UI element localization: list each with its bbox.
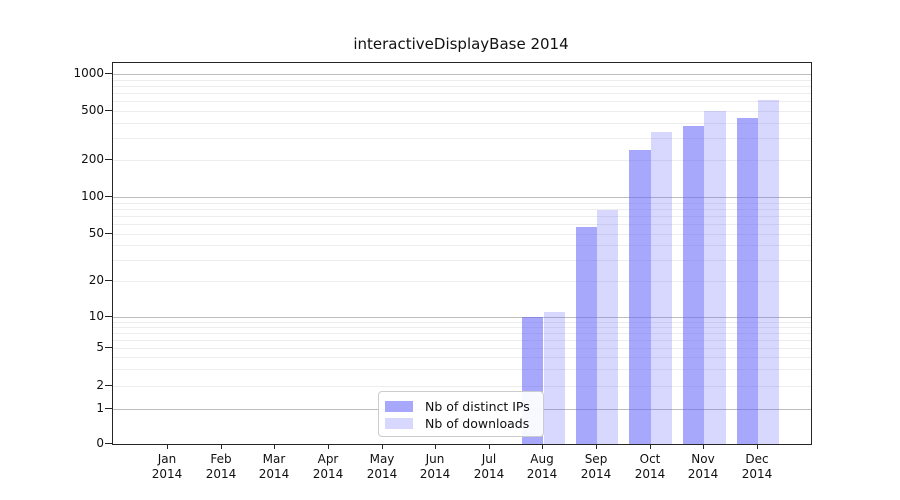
- x-tick-sep-2014: [596, 444, 597, 449]
- x-tick-may-2014: [382, 444, 383, 449]
- gridline-minor-7: [113, 333, 811, 334]
- y-tick-10: [105, 316, 112, 317]
- x-tick-label-jul-2014: Jul 2014: [473, 452, 505, 481]
- x-tick-label-feb-2014: Feb 2014: [205, 452, 237, 481]
- gridline-minor-30: [113, 260, 811, 261]
- bar-distinct-ips-nov-2014: [683, 125, 705, 444]
- y-tick-label-1000: 1000: [73, 66, 104, 80]
- bar-downloads-nov-2014: [704, 111, 726, 444]
- gridline-minor-60: [113, 224, 811, 225]
- x-tick-dec-2014: [757, 444, 758, 449]
- gridline-minor-300: [113, 138, 811, 139]
- y-tick-50: [105, 233, 112, 234]
- y-tick-100: [105, 196, 112, 197]
- bar-downloads-sep-2014: [597, 210, 619, 444]
- x-tick-feb-2014: [221, 444, 222, 449]
- bar-distinct-ips-dec-2014: [736, 117, 758, 444]
- bar-downloads-dec-2014: [758, 99, 780, 444]
- y-tick-label-20: 20: [88, 273, 104, 287]
- x-tick-label-oct-2014: Oct 2014: [634, 452, 666, 481]
- x-tick-label-mar-2014: Mar 2014: [258, 452, 290, 481]
- y-tick-2: [105, 385, 112, 386]
- gridline-minor-900: [113, 80, 811, 81]
- gridline-minor-70: [113, 216, 811, 217]
- gridline-minor-500: [113, 111, 811, 112]
- y-tick-label-5: 5: [96, 340, 104, 354]
- gridline-major-100: [113, 197, 811, 198]
- y-tick-label-2: 2: [96, 378, 104, 392]
- gridline-minor-700: [113, 93, 811, 94]
- y-tick-label-200: 200: [81, 152, 104, 166]
- y-tick-label-10: 10: [88, 309, 104, 323]
- x-tick-jul-2014: [489, 444, 490, 449]
- bar-downloads-aug-2014: [543, 312, 565, 444]
- x-tick-oct-2014: [650, 444, 651, 449]
- gridline-minor-90: [113, 203, 811, 204]
- x-tick-label-jan-2014: Jan 2014: [151, 452, 183, 481]
- y-tick-500: [105, 110, 112, 111]
- y-tick-5: [105, 347, 112, 348]
- x-tick-label-dec-2014: Dec 2014: [741, 452, 773, 481]
- legend-swatch-distinct-ips: [385, 401, 413, 412]
- x-tick-nov-2014: [703, 444, 704, 449]
- x-tick-apr-2014: [328, 444, 329, 449]
- bar-distinct-ips-oct-2014: [629, 150, 651, 444]
- x-tick-jun-2014: [435, 444, 436, 449]
- gridline-minor-3: [113, 369, 811, 370]
- y-tick-label-50: 50: [88, 226, 104, 240]
- gridline-minor-40: [113, 245, 811, 246]
- gridline-minor-8: [113, 327, 811, 328]
- gridline-minor-2: [113, 386, 811, 387]
- x-tick-label-may-2014: May 2014: [366, 452, 398, 481]
- x-tick-jan-2014: [167, 444, 168, 449]
- gridline-minor-4: [113, 357, 811, 358]
- gridline-minor-600: [113, 101, 811, 102]
- x-tick-label-sep-2014: Sep 2014: [580, 452, 612, 481]
- gridline-minor-9: [113, 322, 811, 323]
- x-tick-mar-2014: [274, 444, 275, 449]
- plot-area: [112, 62, 812, 445]
- chart-title: interactiveDisplayBase 2014: [353, 35, 569, 53]
- gridline-minor-400: [113, 123, 811, 124]
- gridline-minor-5: [113, 348, 811, 349]
- x-tick-aug-2014: [542, 444, 543, 449]
- legend-item-distinct-ips: Nb of distinct IPs: [385, 398, 535, 415]
- gridline-minor-200: [113, 160, 811, 161]
- bar-distinct-ips-sep-2014: [575, 227, 598, 444]
- x-tick-label-apr-2014: Apr 2014: [312, 452, 344, 481]
- gridline-minor-50: [113, 234, 811, 235]
- y-tick-200: [105, 159, 112, 160]
- y-tick-label-100: 100: [81, 189, 104, 203]
- y-tick-0: [105, 443, 112, 444]
- y-tick-1: [105, 408, 112, 409]
- gridline-major-10: [113, 317, 811, 318]
- gridline-minor-800: [113, 86, 811, 87]
- x-tick-label-aug-2014: Aug 2014: [526, 452, 558, 481]
- legend: Nb of distinct IPs Nb of downloads: [378, 391, 544, 437]
- y-tick-20: [105, 280, 112, 281]
- y-tick-label-0: 0: [96, 436, 104, 450]
- legend-label-distinct-ips: Nb of distinct IPs: [425, 399, 530, 414]
- legend-swatch-downloads: [385, 418, 413, 429]
- legend-item-downloads: Nb of downloads: [385, 415, 535, 432]
- legend-label-downloads: Nb of downloads: [425, 416, 530, 431]
- x-tick-label-jun-2014: Jun 2014: [419, 452, 451, 481]
- gridline-minor-20: [113, 281, 811, 282]
- gridline-minor-6: [113, 340, 811, 341]
- y-tick-label-500: 500: [81, 103, 104, 117]
- y-tick-label-1: 1: [96, 401, 104, 415]
- x-tick-label-nov-2014: Nov 2014: [687, 452, 719, 481]
- gridline-major-1000: [113, 74, 811, 75]
- gridline-minor-80: [113, 209, 811, 210]
- bar-downloads-oct-2014: [650, 131, 673, 444]
- y-tick-1000: [105, 73, 112, 74]
